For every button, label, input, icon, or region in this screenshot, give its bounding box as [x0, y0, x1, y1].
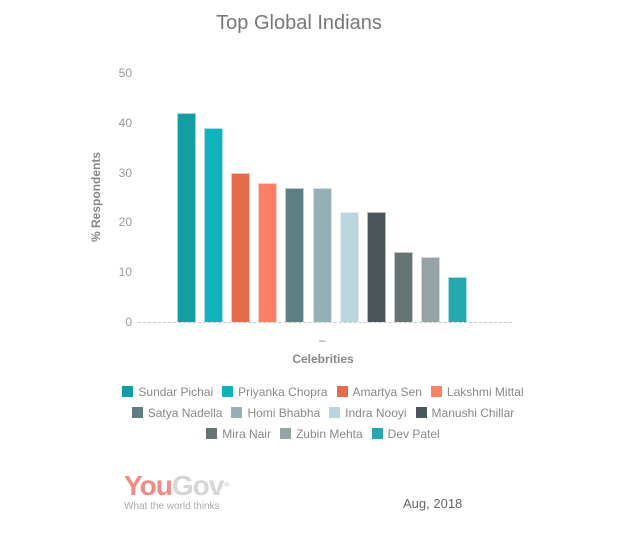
- legend-swatch: [279, 428, 291, 439]
- y-tick-30: 30: [118, 166, 132, 180]
- registered-icon: ®: [224, 482, 229, 489]
- bar-priyanka-chopra[interactable]: [204, 127, 224, 322]
- legend-label: Amartya Sen: [352, 384, 422, 399]
- logo-gov: Gov: [171, 470, 224, 501]
- legend-swatch: [430, 386, 442, 397]
- legend-item[interactable]: Zubin Mehta: [279, 426, 363, 441]
- legend-swatch: [206, 428, 218, 439]
- legend-swatch: [371, 428, 383, 439]
- legend-swatch: [329, 407, 341, 418]
- bar-zubin-mehta[interactable]: [420, 257, 440, 322]
- bar-indra-nooyi[interactable]: [339, 212, 359, 322]
- legend-item[interactable]: Lakshmi Mittal: [430, 384, 524, 399]
- legend-row-1: Sundar Pichai Priyanka Chopra Amartya Se…: [60, 381, 586, 402]
- legend-item[interactable]: Amartya Sen: [336, 384, 422, 399]
- legend-label: Manushi Chillar: [431, 405, 515, 420]
- legend-swatch: [415, 407, 427, 418]
- zero-baseline: [138, 322, 512, 323]
- bar-satya-nadella[interactable]: [285, 187, 305, 322]
- legend-label: Dev Patel: [387, 426, 440, 441]
- legend-item[interactable]: Mira Nair: [206, 427, 271, 441]
- y-tick-40: 40: [118, 116, 132, 130]
- x-axis-label: Celebrities: [292, 352, 354, 366]
- bar-homi-bhabha[interactable]: [312, 187, 332, 322]
- legend-swatch: [336, 386, 348, 397]
- legend-label: Satya Nadella: [147, 405, 223, 420]
- x-tick: –: [319, 333, 326, 347]
- legend-swatch: [231, 407, 243, 418]
- legend-label: Sundar Pichai: [138, 384, 214, 399]
- legend-item[interactable]: Homi Bhabha: [231, 406, 320, 420]
- legend-label: Homi Bhabha: [247, 405, 321, 420]
- legend-row-2: Satya Nadella Homi Bhabha Indra Nooyi Ma…: [60, 402, 586, 423]
- survey-date: Aug, 2018: [403, 496, 463, 511]
- y-tick-20: 20: [118, 215, 132, 229]
- legend-swatch: [131, 407, 143, 418]
- legend-item[interactable]: Satya Nadella: [131, 405, 223, 420]
- legend-label: Zubin Mehta: [295, 426, 363, 441]
- bar-sundar-pichai[interactable]: [177, 112, 196, 322]
- legend-item[interactable]: Sundar Pichai: [122, 385, 213, 399]
- legend-item[interactable]: Priyanka Chopra: [222, 384, 328, 399]
- legend-label: Mira Nair: [222, 426, 271, 441]
- chart-title: Top Global Indians: [216, 12, 382, 34]
- bar-mira-nair[interactable]: [393, 252, 413, 322]
- legend: Sundar Pichai Priyanka Chopra Amartya Se…: [60, 381, 586, 444]
- legend-swatch: [122, 386, 134, 397]
- logo-tagline: What the world thinks: [124, 501, 220, 512]
- legend-label: Priyanka Chopra: [238, 384, 328, 399]
- bar-amartya-sen[interactable]: [231, 172, 251, 322]
- legend-item[interactable]: Manushi Chillar: [415, 405, 515, 420]
- y-tick-50: 50: [118, 66, 132, 80]
- bar-dev-patel[interactable]: [448, 277, 467, 322]
- legend-label: Indra Nooyi: [345, 405, 407, 420]
- legend-row-3: Mira Nair Zubin Mehta Dev Patel: [60, 423, 586, 444]
- legend-item[interactable]: Dev Patel: [371, 426, 440, 441]
- legend-swatch: [222, 386, 234, 397]
- logo-you: You: [124, 470, 173, 501]
- legend-label: Lakshmi Mittal: [446, 384, 524, 399]
- bar-lakshmi-mittal[interactable]: [258, 182, 278, 322]
- yougov-logo: YouGov® What the world thinks: [124, 470, 229, 513]
- y-tick-10: 10: [118, 265, 132, 279]
- logo-wordmark: YouGov®: [124, 470, 229, 501]
- legend-item[interactable]: Indra Nooyi: [329, 405, 407, 420]
- y-tick-0: 0: [125, 315, 132, 329]
- bar-manushi-chillar[interactable]: [366, 212, 386, 322]
